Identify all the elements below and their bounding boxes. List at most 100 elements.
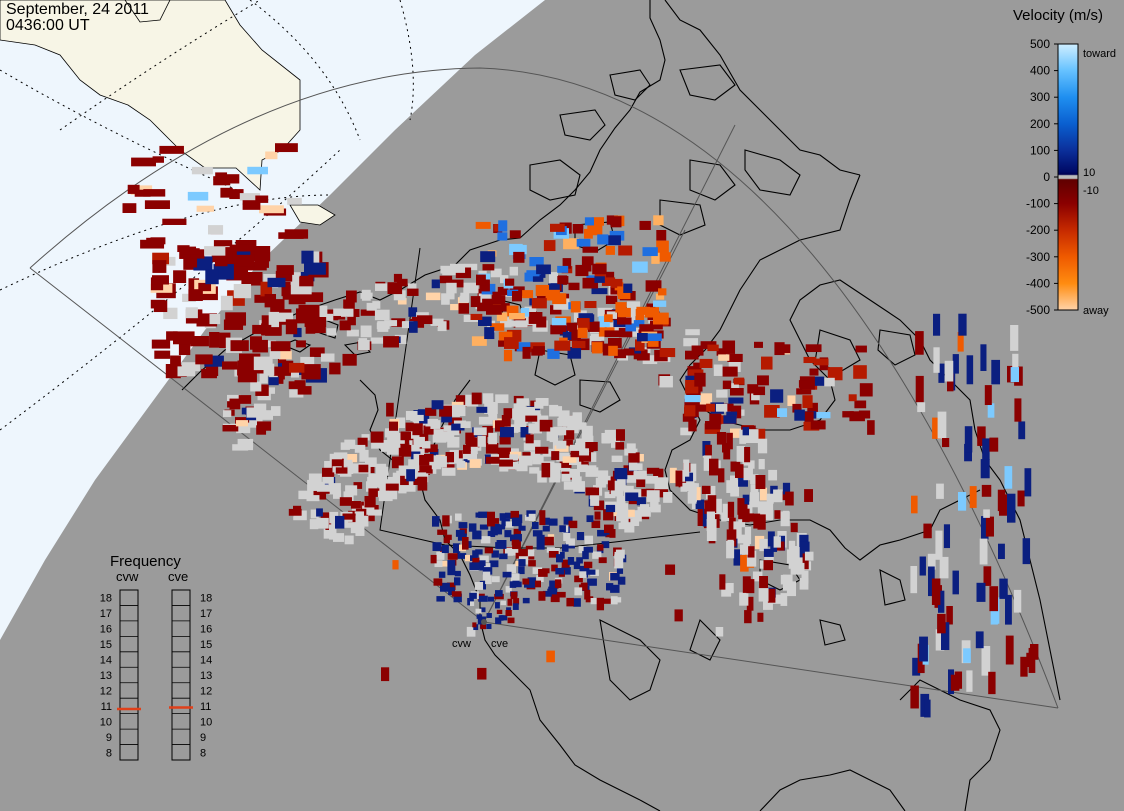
- radar-cell: [590, 598, 598, 605]
- radar-cell: [480, 536, 491, 544]
- radar-cell: [981, 516, 989, 540]
- radar-cell: [607, 480, 615, 491]
- radar-cell: [618, 327, 633, 338]
- radar-cell: [726, 411, 738, 419]
- radar-cell: [733, 377, 745, 385]
- radar-cell: [389, 421, 399, 431]
- radar-cell: [499, 459, 513, 467]
- radar-cell: [604, 524, 614, 533]
- radar-cell: [478, 595, 488, 602]
- radar-cell: [296, 340, 306, 348]
- radar-cell: [765, 503, 774, 521]
- radar-cell: [411, 431, 420, 439]
- radar-cell: [647, 333, 662, 342]
- radar-cell: [550, 305, 562, 315]
- radar-cell: [563, 481, 578, 490]
- radar-cell: [499, 461, 509, 472]
- radar-cell: [705, 485, 716, 500]
- radar-cell: [319, 313, 334, 321]
- radar-cell: [441, 560, 452, 567]
- radar-cell: [322, 467, 335, 477]
- radar-cell: [579, 571, 587, 578]
- radar-cell: [417, 476, 428, 491]
- radar-cell: [923, 523, 932, 539]
- radar-cell: [430, 318, 444, 326]
- radar-cell: [597, 529, 607, 537]
- radar-cell: [482, 298, 493, 308]
- radar-cell: [290, 283, 312, 295]
- radar-cell: [217, 174, 240, 184]
- radar-cell: [733, 521, 742, 539]
- radar-cell: [220, 295, 233, 311]
- radar-cell: [499, 450, 510, 458]
- radar-cell: [766, 493, 774, 504]
- radar-cell: [236, 422, 251, 434]
- radar-cell: [219, 332, 231, 349]
- radar-cell: [441, 413, 453, 423]
- radar-cell: [997, 489, 1006, 512]
- radar-cell: [608, 345, 618, 356]
- radar-cell: [919, 636, 928, 662]
- radar-cell: [204, 355, 224, 367]
- radar-cell: [442, 515, 450, 527]
- radar-cell: [198, 282, 212, 292]
- radar-cell: [604, 429, 616, 442]
- radar-cell: [453, 593, 462, 603]
- radar-cell: [585, 442, 598, 451]
- radar-cell: [447, 437, 460, 448]
- radar-cell: [488, 432, 497, 445]
- radar-cell: [570, 301, 581, 313]
- radar-cell: [500, 427, 514, 438]
- radar-cell: [520, 409, 532, 419]
- radar-cell: [505, 454, 519, 461]
- radar-cell: [177, 366, 196, 377]
- radar-cell: [533, 346, 545, 355]
- radar-cell: [480, 607, 486, 613]
- radar-cell: [465, 554, 473, 562]
- radar-cell: [950, 674, 960, 691]
- radar-cell: [499, 435, 511, 445]
- radar-cell: [398, 465, 411, 474]
- radar-cell: [513, 598, 520, 605]
- radar-cell: [572, 422, 587, 430]
- radar-cell: [760, 487, 768, 501]
- radar-cell: [761, 356, 773, 370]
- radar-cell: [740, 555, 749, 572]
- radar-cell: [744, 513, 755, 522]
- radar-cell: [516, 342, 531, 352]
- radar-cell: [495, 420, 505, 432]
- radar-cell: [685, 350, 699, 360]
- radar-cell: [487, 511, 495, 527]
- radar-cell: [505, 521, 514, 528]
- radar-cell: [501, 518, 510, 527]
- radar-cell: [979, 538, 988, 565]
- radar-cell: [543, 536, 554, 546]
- radar-cell: [233, 284, 252, 299]
- radar-cell: [556, 591, 566, 598]
- radar-cell: [502, 571, 512, 578]
- radar-cell: [479, 555, 489, 563]
- velocity-colorbar-rect: [1057, 43, 1079, 311]
- radar-cell: [570, 450, 585, 458]
- radar-cell: [767, 588, 776, 603]
- radar-cell: [497, 286, 509, 296]
- radar-cell: [591, 288, 608, 295]
- radar-cell: [632, 510, 642, 522]
- radar-cell: [569, 444, 579, 453]
- radar-cell: [446, 288, 455, 300]
- radar-cell: [391, 456, 404, 469]
- frequency-title: Frequency: [110, 553, 181, 570]
- velocity-tick-label: 100: [1030, 143, 1050, 157]
- radar-cell: [475, 549, 483, 555]
- radar-cell: [499, 513, 506, 521]
- radar-cell: [309, 347, 325, 358]
- radar-cell: [479, 524, 489, 530]
- radar-cell: [558, 410, 570, 419]
- radar-cell: [577, 318, 590, 330]
- radar-cell: [1007, 493, 1016, 523]
- radar-cell: [655, 293, 665, 300]
- radar-cell: [590, 495, 600, 506]
- radar-cell: [316, 517, 329, 529]
- frequency-radar-label-cve: cve: [168, 569, 188, 584]
- radar-cell: [740, 544, 749, 555]
